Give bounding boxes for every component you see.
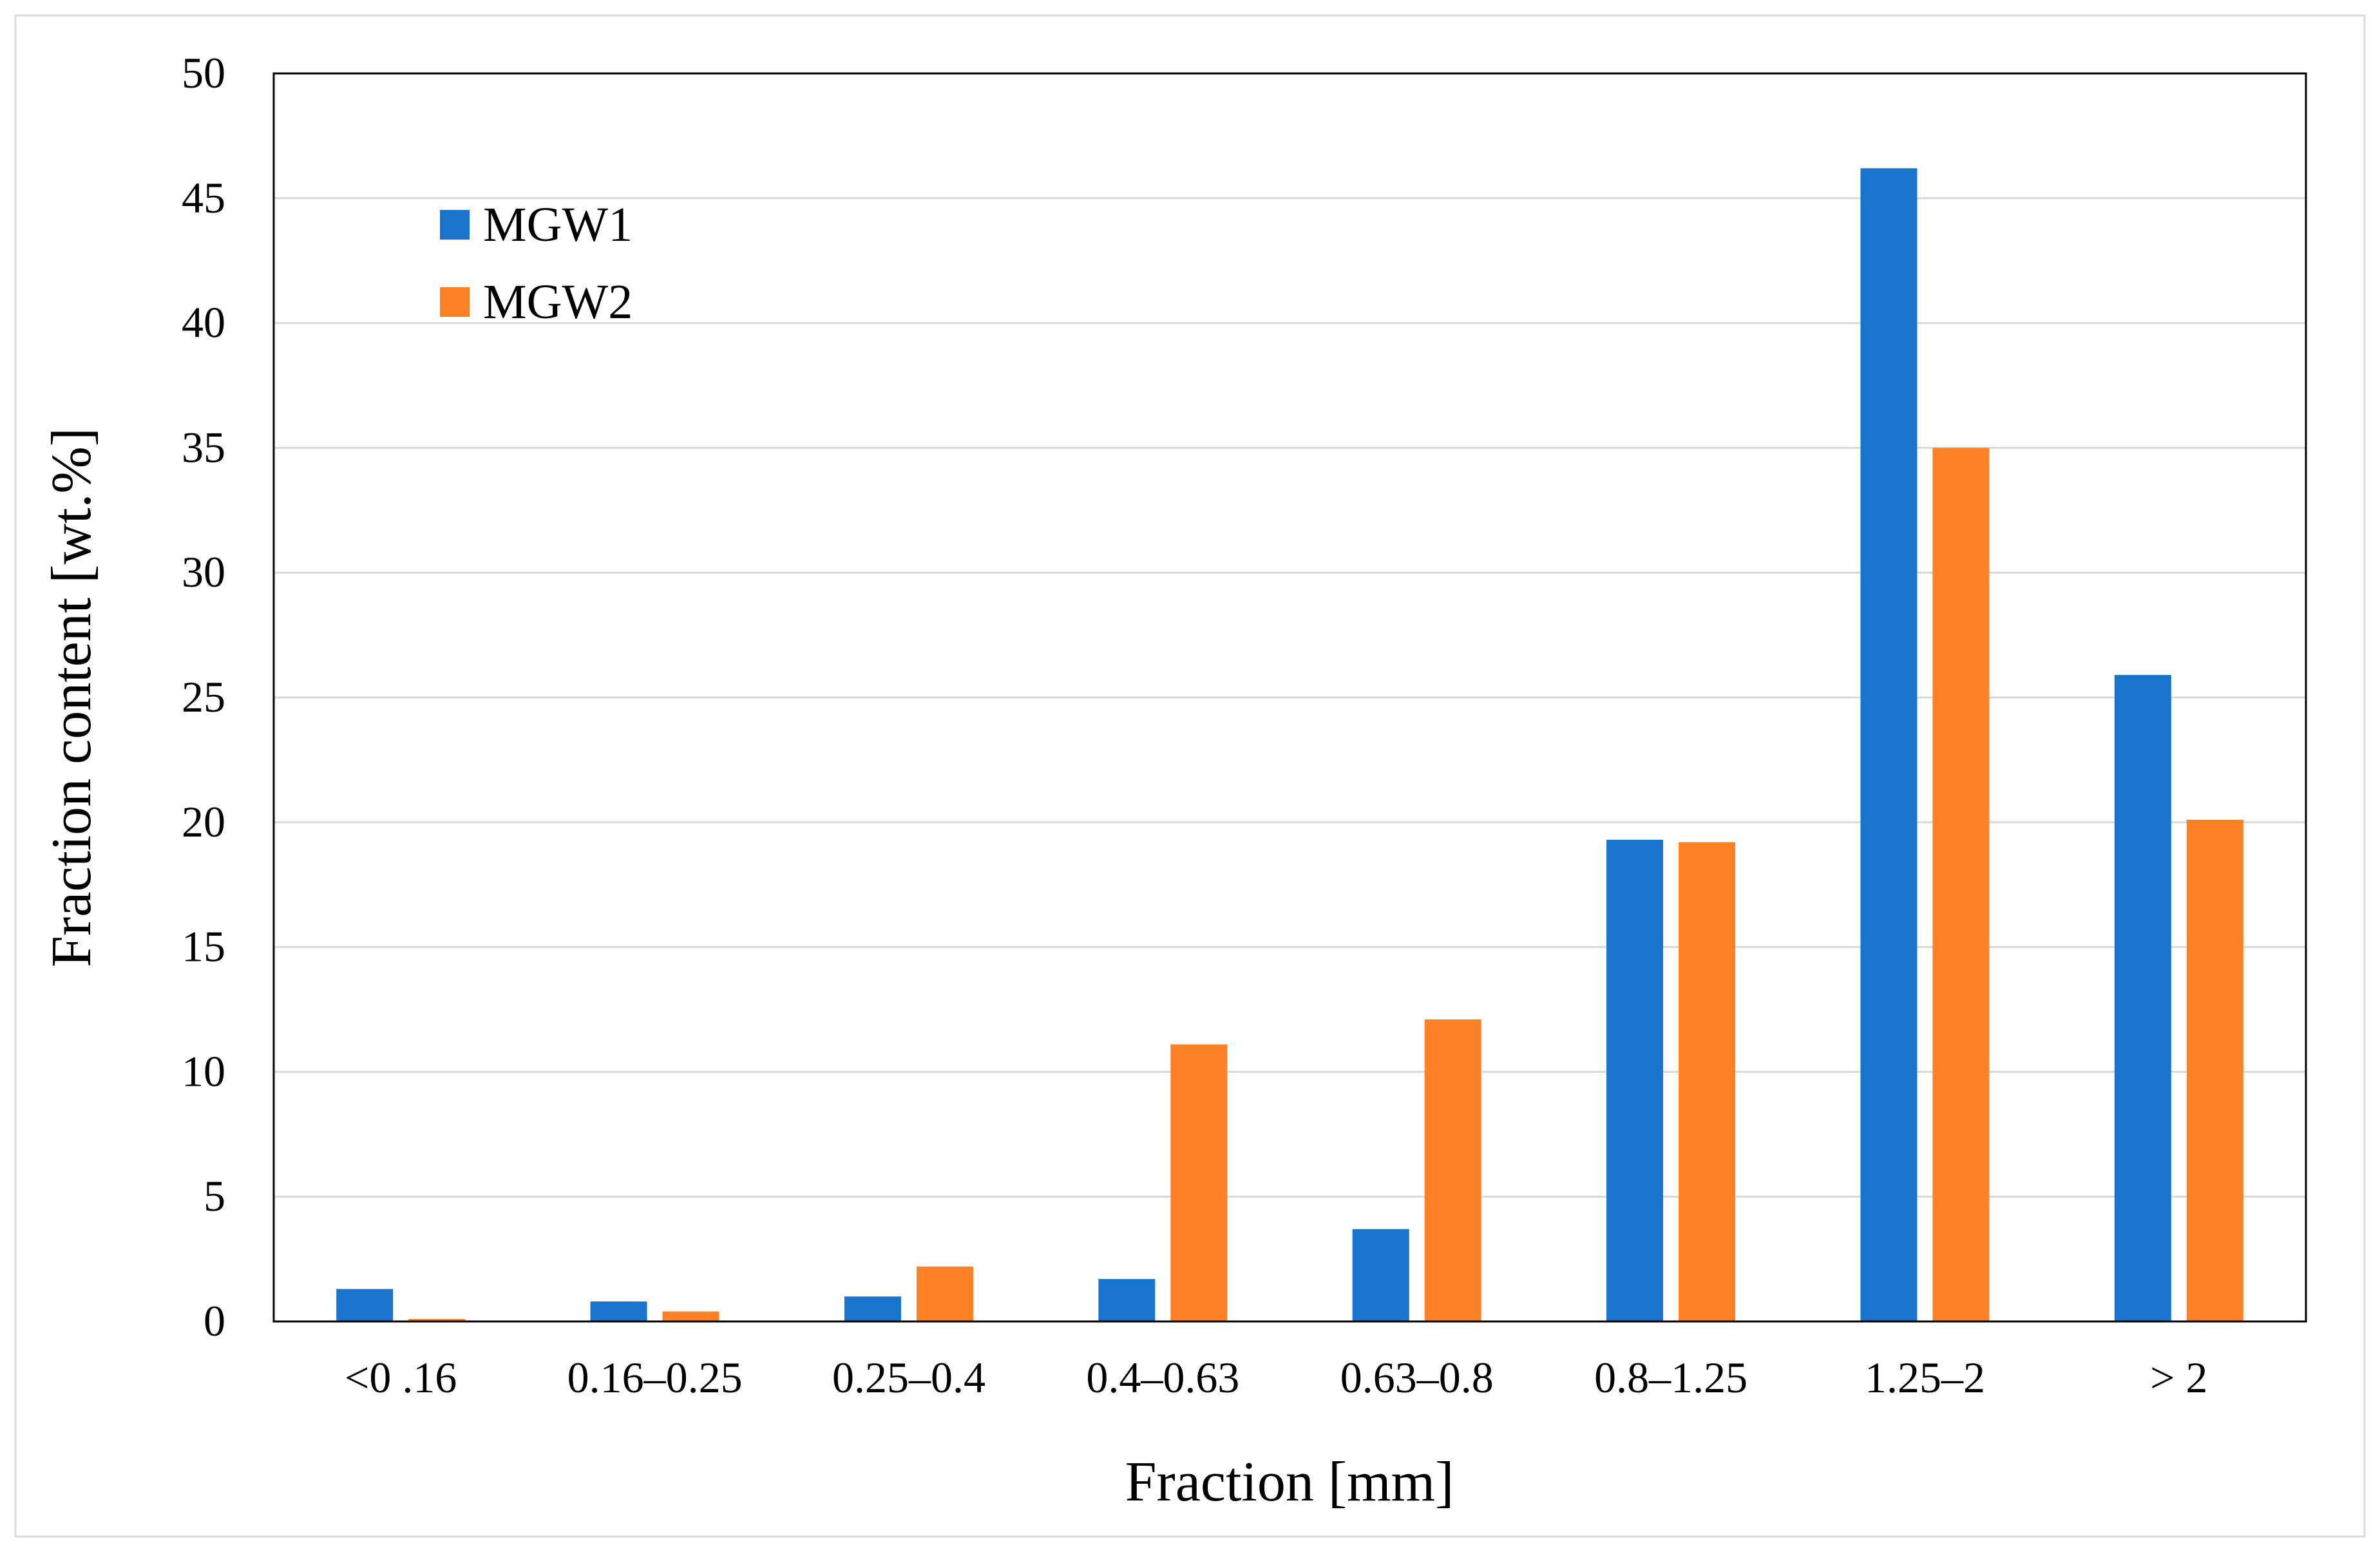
chart-frame	[14, 14, 2366, 1538]
x-tick-label-0: <0 .16	[345, 1353, 457, 1402]
y-tick-label-40: 40	[182, 298, 225, 347]
y-tick-label-0: 0	[204, 1296, 225, 1345]
y-tick-label-25: 25	[182, 672, 225, 721]
bar-mgw2-4	[1424, 1019, 1481, 1321]
bar-mgw1-1	[590, 1301, 647, 1321]
bar-mgw1-7	[2114, 675, 2171, 1321]
y-tick-label-50: 50	[182, 48, 225, 97]
legend-label-mgw2: MGW2	[483, 275, 633, 329]
x-axis-ticks: <0 .16 0.16–0.25 0.25–0.4 0.4–0.63 0.63–0.8 0…	[345, 1353, 2207, 1402]
x-tick-label-5: 0.8–1.25	[1594, 1353, 1747, 1402]
legend-swatch-mgw2	[440, 287, 470, 317]
y-tick-label-20: 20	[182, 797, 225, 846]
x-tick-label-6: 1.25–2	[1865, 1353, 1985, 1402]
y-tick-label-45: 45	[182, 173, 225, 222]
bar-mgw1-6	[1860, 168, 1918, 1322]
plot-area-border	[272, 72, 2307, 1323]
y-tick-label-15: 15	[182, 922, 225, 971]
y-axis-title: Fraction content [wt.%]	[41, 428, 103, 967]
legend-swatch-mgw1	[440, 210, 470, 240]
y-axis-ticks: 0 5 10 15 20 25 30 35 40 45 50	[182, 48, 225, 1345]
legend: MGW1 MGW2	[440, 198, 633, 329]
x-axis-title: Fraction [mm]	[1125, 1451, 1454, 1513]
bar-mgw1-0	[336, 1289, 394, 1321]
y-tick-label-35: 35	[182, 422, 225, 471]
bar-mgw2-2	[916, 1266, 973, 1321]
bar-mgw1-5	[1606, 839, 1664, 1321]
y-tick-label-10: 10	[182, 1046, 225, 1095]
x-tick-label-7: > 2	[2150, 1353, 2207, 1402]
bar-mgw2-5	[1679, 842, 1736, 1321]
x-tick-label-2: 0.25–0.4	[832, 1353, 985, 1402]
x-tick-label-1: 0.16–0.25	[567, 1353, 743, 1402]
bar-mgw2-6	[1932, 448, 1990, 1321]
x-tick-label-3: 0.4–0.63	[1086, 1353, 1239, 1402]
bar-mgw1-4	[1352, 1229, 1409, 1321]
y-tick-label-30: 30	[182, 547, 225, 596]
bar-mgw2-3	[1170, 1044, 1228, 1321]
bar-mgw2-1	[662, 1311, 719, 1321]
y-tick-label-5: 5	[204, 1171, 225, 1220]
legend-label-mgw1: MGW1	[483, 198, 633, 252]
bar-mgw1-3	[1098, 1279, 1156, 1321]
x-tick-label-4: 0.63–0.8	[1340, 1353, 1494, 1402]
bar-mgw2-7	[2186, 819, 2243, 1321]
bar-mgw2-0	[408, 1319, 466, 1321]
bars-group	[336, 168, 2243, 1322]
bar-mgw1-2	[844, 1296, 901, 1321]
